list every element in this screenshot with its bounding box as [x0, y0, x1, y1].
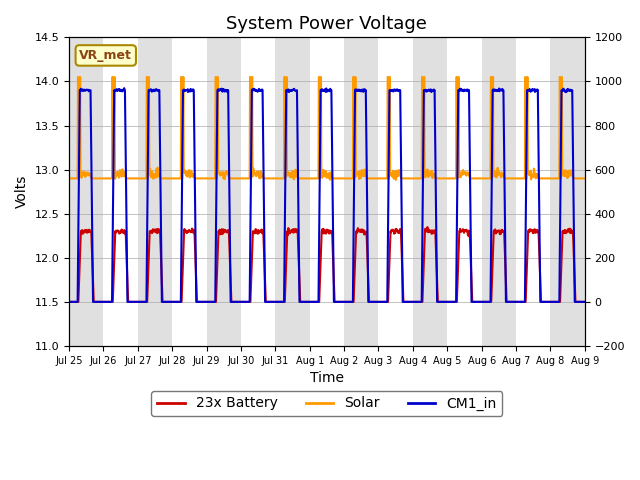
Line: CM1_in: CM1_in [69, 88, 585, 302]
Solar [392, 177, 400, 183]
23x Battery [167, 299, 175, 305]
Solar [238, 176, 246, 181]
CM1_in [180, 87, 188, 93]
23x Battery [237, 299, 245, 305]
23x Battery [474, 299, 482, 305]
CM1_in [581, 299, 589, 305]
Solar [74, 74, 82, 80]
Solar [475, 176, 483, 181]
Line: 23x Battery: 23x Battery [69, 227, 585, 302]
Solar [168, 176, 175, 181]
Text: VR_met: VR_met [79, 49, 132, 62]
Line: Solar: Solar [69, 77, 585, 180]
23x Battery [520, 299, 528, 305]
CM1_in [238, 299, 246, 305]
23x Battery [407, 299, 415, 305]
Title: System Power Voltage: System Power Voltage [227, 15, 428, 33]
Solar [180, 168, 188, 174]
CM1_in [120, 85, 128, 91]
23x Battery [180, 239, 188, 244]
CM1_in [474, 299, 482, 305]
Bar [138, 37, 172, 346]
23x Battery [581, 299, 589, 305]
Y-axis label: Volts: Volts [15, 175, 29, 208]
Legend: 23x Battery, Solar, CM1_in: 23x Battery, Solar, CM1_in [152, 391, 502, 416]
CM1_in [65, 299, 73, 305]
Solar [65, 176, 73, 181]
23x Battery [65, 299, 73, 305]
Solar [581, 176, 589, 181]
X-axis label: Time: Time [310, 371, 344, 385]
Bar [344, 37, 378, 346]
Solar [408, 176, 415, 181]
Bar [69, 37, 104, 346]
CM1_in [168, 299, 175, 305]
CM1_in [520, 299, 528, 305]
Solar [520, 176, 528, 181]
CM1_in [407, 299, 415, 305]
23x Battery [424, 224, 431, 230]
Bar [482, 37, 516, 346]
Bar [275, 37, 310, 346]
Bar [413, 37, 447, 346]
Bar [207, 37, 241, 346]
Bar [550, 37, 585, 346]
